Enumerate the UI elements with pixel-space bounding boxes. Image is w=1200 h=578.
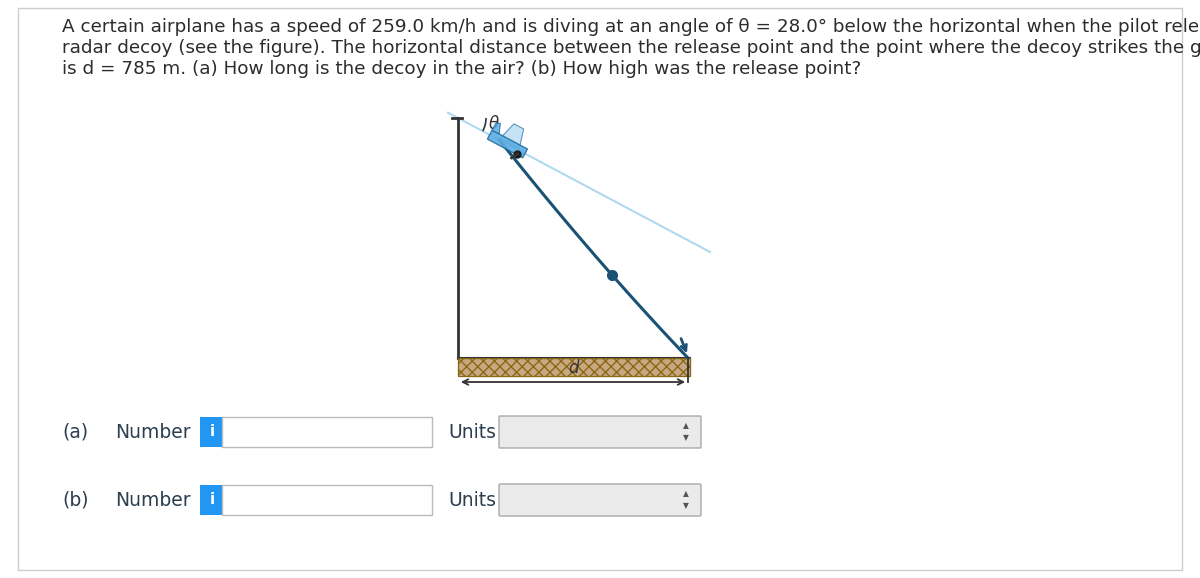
Polygon shape bbox=[487, 130, 528, 158]
Text: ▲: ▲ bbox=[683, 421, 689, 431]
Text: θ: θ bbox=[490, 115, 499, 133]
Text: (a): (a) bbox=[62, 423, 88, 442]
FancyBboxPatch shape bbox=[222, 485, 432, 515]
Text: i: i bbox=[210, 424, 215, 439]
Text: ▼: ▼ bbox=[683, 434, 689, 443]
Text: ▼: ▼ bbox=[683, 502, 689, 510]
FancyBboxPatch shape bbox=[200, 417, 224, 447]
Text: is d = 785 m. (a) How long is the decoy in the air? (b) How high was the release: is d = 785 m. (a) How long is the decoy … bbox=[62, 60, 862, 78]
Polygon shape bbox=[499, 124, 523, 149]
Polygon shape bbox=[492, 123, 500, 134]
FancyBboxPatch shape bbox=[499, 484, 701, 516]
Text: Units: Units bbox=[448, 491, 496, 509]
FancyBboxPatch shape bbox=[499, 416, 701, 448]
Bar bbox=[458, 358, 690, 376]
FancyBboxPatch shape bbox=[200, 485, 224, 515]
Text: Number: Number bbox=[115, 491, 191, 509]
Text: radar decoy (see the figure). The horizontal distance between the release point : radar decoy (see the figure). The horizo… bbox=[62, 39, 1200, 57]
Text: Units: Units bbox=[448, 423, 496, 442]
FancyBboxPatch shape bbox=[222, 417, 432, 447]
Text: Number: Number bbox=[115, 423, 191, 442]
Text: d: d bbox=[568, 359, 578, 377]
Bar bbox=[458, 358, 690, 376]
Text: i: i bbox=[210, 492, 215, 507]
Text: ▲: ▲ bbox=[683, 490, 689, 498]
Text: (b): (b) bbox=[62, 491, 89, 509]
Text: A certain airplane has a speed of 259.0 km/h and is diving at an angle of θ = 28: A certain airplane has a speed of 259.0 … bbox=[62, 18, 1200, 36]
